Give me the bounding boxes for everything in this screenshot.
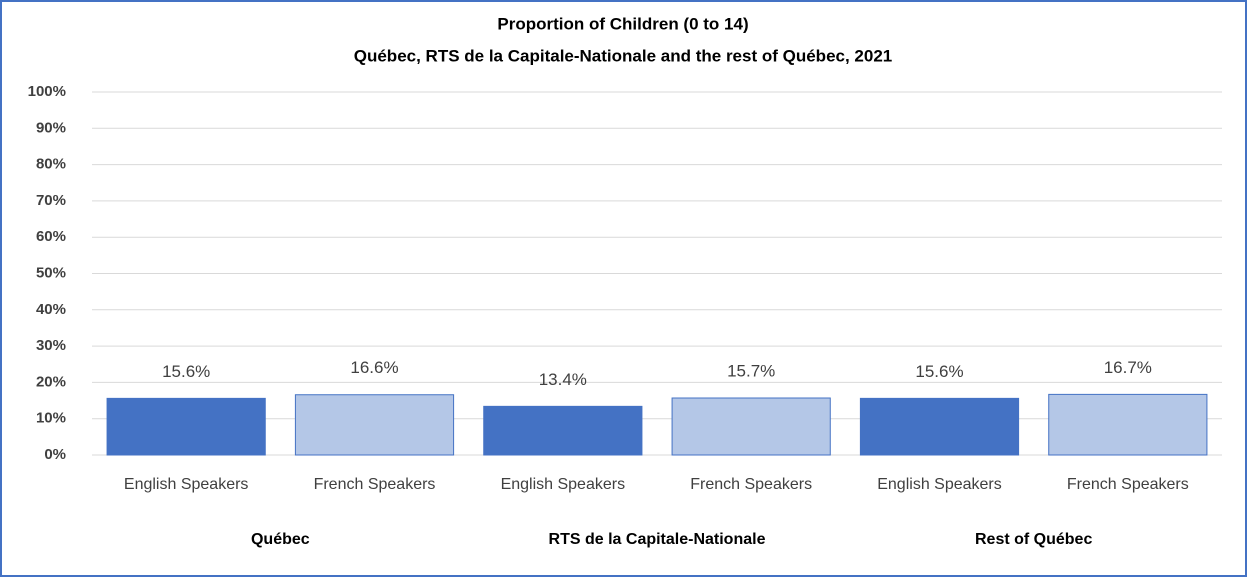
group-label: RTS de la Capitale-Nationale bbox=[549, 531, 766, 548]
y-tick-label: 0% bbox=[44, 446, 66, 463]
chart-title: Proportion of Children (0 to 14) bbox=[497, 14, 748, 33]
data-label: 15.7% bbox=[727, 361, 775, 380]
y-tick-label: 10% bbox=[36, 410, 66, 427]
x-tick-label: French Speakers bbox=[1067, 476, 1189, 493]
bar bbox=[294, 394, 455, 456]
y-tick-label: 50% bbox=[36, 264, 66, 281]
y-tick-label: 100% bbox=[28, 83, 66, 100]
y-tick-label: 30% bbox=[36, 337, 66, 354]
bar bbox=[1048, 393, 1208, 456]
bar bbox=[106, 397, 266, 456]
y-tick-label: 70% bbox=[36, 192, 66, 209]
data-label: 16.7% bbox=[1104, 358, 1152, 377]
data-label: 13.4% bbox=[539, 370, 587, 389]
bar bbox=[483, 405, 643, 456]
x-tick-label: English Speakers bbox=[501, 476, 626, 493]
group-label: Québec bbox=[251, 531, 310, 548]
y-tick-label: 90% bbox=[36, 119, 66, 136]
x-tick-label: French Speakers bbox=[314, 476, 436, 493]
y-tick-label: 60% bbox=[36, 228, 66, 245]
data-label: 15.6% bbox=[162, 362, 210, 381]
data-label: 15.6% bbox=[915, 362, 963, 381]
x-tick-label: French Speakers bbox=[690, 476, 812, 493]
data-label: 16.6% bbox=[350, 358, 398, 377]
bar bbox=[671, 397, 831, 456]
chart-subtitle: Québec, RTS de la Capitale-Nationale and… bbox=[354, 46, 893, 65]
group-label: Rest of Québec bbox=[975, 531, 1092, 548]
bar bbox=[859, 397, 1020, 456]
x-tick-label: English Speakers bbox=[877, 476, 1002, 493]
x-tick-label: English Speakers bbox=[124, 476, 249, 493]
y-tick-label: 80% bbox=[36, 156, 66, 173]
y-tick-label: 40% bbox=[36, 301, 66, 318]
y-tick-label: 20% bbox=[36, 373, 66, 390]
